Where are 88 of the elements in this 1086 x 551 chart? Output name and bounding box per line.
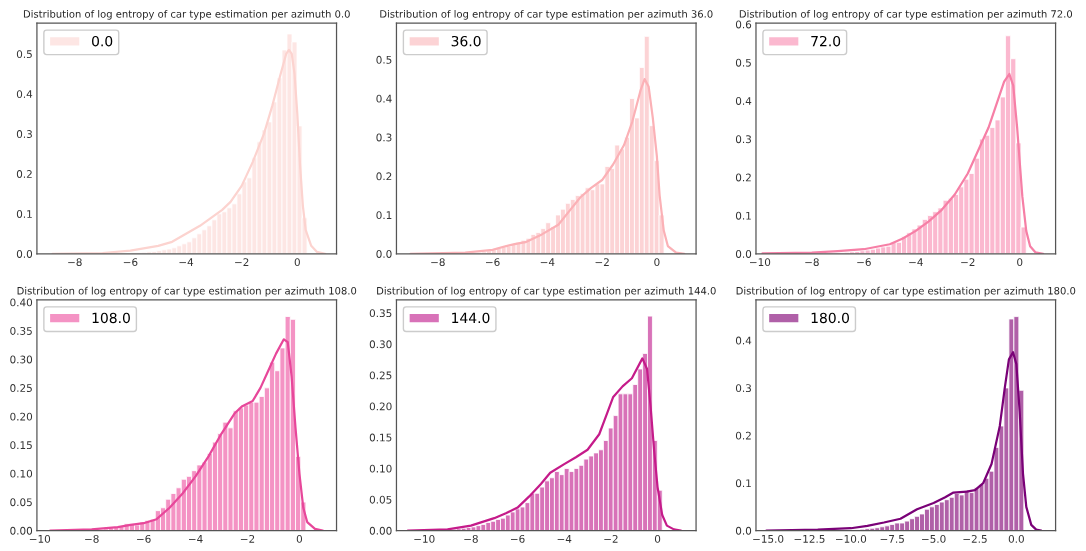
x-tick-label: −2.5 xyxy=(963,534,987,543)
y-tick-label: 0.10 xyxy=(10,469,33,478)
legend-label: 144.0 xyxy=(452,312,490,324)
y-tick-label: 0.0 xyxy=(16,250,33,258)
y-tick-label: 0.20 xyxy=(369,402,392,411)
y-tick-label: 0.4 xyxy=(735,336,752,345)
x-tick-label: −6 xyxy=(857,258,871,267)
x-tick-label: −15.0 xyxy=(753,534,784,543)
x-tick-label: −10 xyxy=(29,534,51,543)
x-tick-label: −2 xyxy=(604,534,618,543)
x-tick-label: 0 xyxy=(1017,258,1023,267)
y-tick-label: 0.3 xyxy=(16,130,32,138)
x-tick-label: 0.0 xyxy=(1008,534,1024,543)
y-tick-label: 0.1 xyxy=(735,211,751,220)
x-tick-label: −12.5 xyxy=(794,534,825,543)
chart-title: Distribution of log entropy of car type estimation per azimuth 0.0 xyxy=(23,9,350,20)
y-tick-label: 0.00 xyxy=(10,526,33,535)
y-tick-label: 0.5 xyxy=(16,50,32,59)
y-tick-label: 0.40 xyxy=(10,298,33,307)
chart-title: Distribution of log entropy of car type estimation per azimuth 72.0 xyxy=(739,9,1073,20)
x-tick-label: −8 xyxy=(85,534,99,543)
y-tick-label: 0.3 xyxy=(735,135,751,144)
x-tick-label: −2 xyxy=(240,534,255,543)
y-tick-label: 0.4 xyxy=(16,90,33,99)
x-tick-label: −6 xyxy=(123,258,138,267)
x-tick-label: −6 xyxy=(137,534,151,543)
y-tick-label: 0.1 xyxy=(735,479,751,488)
y-tick-label: 0.4 xyxy=(376,94,392,103)
x-tick-label: −2 xyxy=(235,258,249,266)
chart-title: Distribution of log entropy of car type estimation per azimuth 108.0 xyxy=(17,286,357,297)
x-tick-label: −10 xyxy=(749,258,771,267)
x-tick-label: −4 xyxy=(540,258,555,266)
y-tick-label: 0.4 xyxy=(735,97,752,105)
x-tick-label: −6 xyxy=(486,258,500,267)
y-tick-label: 0.35 xyxy=(10,327,32,335)
y-tick-label: 0.5 xyxy=(735,58,751,67)
y-tick-label: 0.25 xyxy=(10,384,32,392)
x-tick-label: 0 xyxy=(654,258,660,267)
x-tick-label: −5.0 xyxy=(922,534,946,543)
y-tick-label: 0.30 xyxy=(369,340,392,349)
legend-label: 72.0 xyxy=(811,35,841,47)
x-tick-label: −2 xyxy=(595,258,609,266)
y-tick-label: 0.2 xyxy=(735,173,751,182)
y-tick-label: 0.6 xyxy=(735,20,752,29)
legend-label: 180.0 xyxy=(811,312,849,324)
x-tick-label: −8 xyxy=(68,258,82,267)
y-tick-label: 0.0 xyxy=(376,250,392,258)
x-tick-label: −8 xyxy=(431,258,445,267)
chart-title: Distribution of log entropy of car type estimation per azimuth 36.0 xyxy=(380,9,713,20)
y-tick-label: 0.25 xyxy=(369,371,392,380)
x-tick-label: −2 xyxy=(961,258,975,266)
y-tick-label: 0.5 xyxy=(376,55,392,64)
y-tick-label: 0.1 xyxy=(16,210,32,218)
x-tick-label: 0 xyxy=(294,258,300,267)
chart-title: Distribution of log entropy of car type estimation per azimuth 180.0 xyxy=(736,286,1076,297)
y-tick-label: 0.3 xyxy=(735,384,751,393)
x-tick-label: −8 xyxy=(805,258,819,267)
x-tick-label: 0 xyxy=(654,534,661,543)
legend-label: 108.0 xyxy=(92,312,130,324)
x-tick-label: 0 xyxy=(296,534,303,543)
legend-label: 36.0 xyxy=(451,35,481,47)
y-tick-label: 0.0 xyxy=(735,526,752,535)
y-tick-label: 0.0 xyxy=(735,250,752,258)
y-tick-label: 0.2 xyxy=(16,170,32,178)
x-tick-label: −8 xyxy=(464,534,478,543)
y-tick-label: 0.1 xyxy=(376,211,392,220)
y-tick-label: 0.15 xyxy=(369,433,392,442)
y-tick-label: 0.00 xyxy=(369,526,392,535)
y-tick-label: 0.10 xyxy=(369,464,392,473)
legend-label: 0.0 xyxy=(92,35,113,47)
y-tick-label: 0.2 xyxy=(735,431,751,440)
y-tick-label: 0.30 xyxy=(10,355,33,364)
y-tick-label: 0.05 xyxy=(369,495,392,504)
y-tick-label: 0.2 xyxy=(376,172,392,181)
y-tick-label: 0.15 xyxy=(10,441,32,450)
x-tick-label: −10 xyxy=(414,534,435,543)
y-tick-label: 0.05 xyxy=(10,498,32,507)
y-tick-label: 0.3 xyxy=(376,133,392,142)
y-tick-label: 0.20 xyxy=(10,412,33,421)
x-tick-label: −4 xyxy=(909,258,923,266)
chart-title: Distribution of log entropy of car type estimation per azimuth 144.0 xyxy=(377,286,716,297)
x-tick-label: −4 xyxy=(179,258,194,266)
y-tick-label: 0.35 xyxy=(369,309,392,318)
x-tick-label: −7.5 xyxy=(880,535,904,543)
x-tick-label: −6 xyxy=(510,534,525,543)
x-tick-label: −10.0 xyxy=(835,534,867,543)
x-tick-label: −4 xyxy=(557,535,572,543)
x-tick-label: −4 xyxy=(188,535,203,543)
